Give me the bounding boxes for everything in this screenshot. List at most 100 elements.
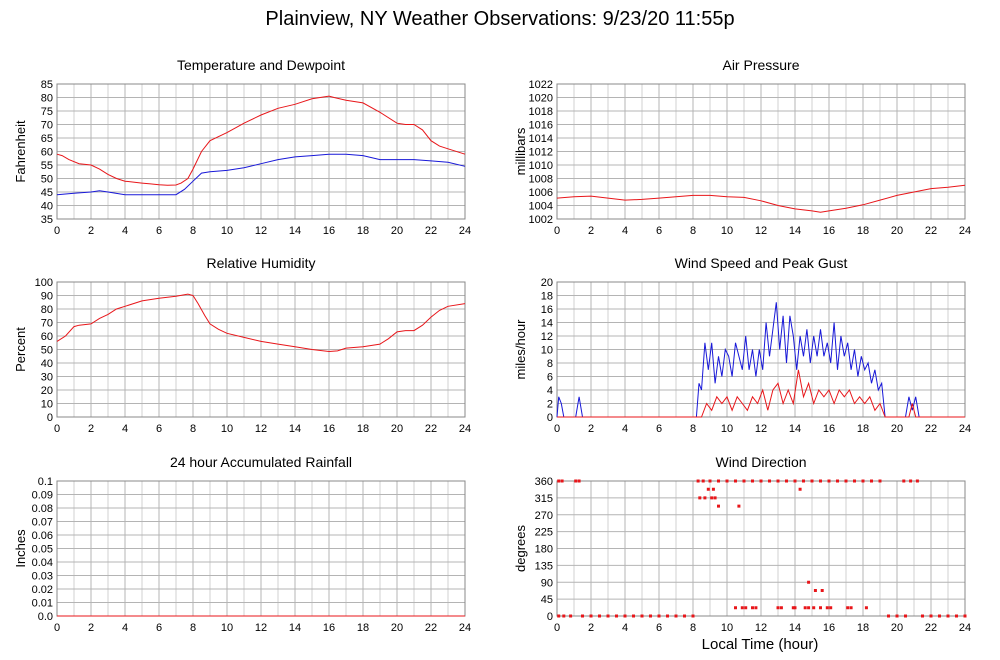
y-tick-label: 1014 — [529, 133, 553, 145]
data-point — [674, 614, 678, 618]
data-point — [864, 606, 868, 610]
x-tick-label: 16 — [823, 622, 835, 634]
y-tick-label: 10 — [541, 345, 553, 357]
y-tick-label: 40 — [41, 358, 53, 370]
x-tick-label: 18 — [357, 622, 369, 634]
x-tick-label: 18 — [357, 225, 369, 237]
y-tick-label: 70 — [41, 120, 53, 132]
x-tick-label: 12 — [755, 225, 767, 237]
y-tick-label: 0.01 — [32, 598, 53, 610]
data-point — [819, 606, 822, 610]
y-tick-label: 18 — [541, 291, 553, 303]
data-point — [791, 606, 795, 610]
data-point — [740, 606, 744, 610]
data-point — [606, 614, 610, 618]
x-tick-label: 12 — [255, 622, 267, 634]
y-tick-label: 70 — [41, 318, 53, 330]
data-point — [640, 614, 644, 618]
y-tick-label: 1004 — [529, 201, 553, 213]
x-tick-label: 4 — [122, 622, 128, 634]
y-tick-label: 1002 — [529, 214, 553, 226]
y-tick-label: 16 — [541, 304, 553, 316]
x-tick-label: 24 — [959, 423, 971, 435]
y-axis-label: degrees — [513, 525, 528, 572]
y-tick-label: 90 — [41, 291, 53, 303]
x-tick-label: 14 — [289, 423, 301, 435]
x-tick-label: 2 — [588, 622, 594, 634]
y-tick-label: 315 — [535, 493, 553, 505]
data-point — [829, 606, 833, 610]
x-tick-label: 0 — [554, 225, 560, 237]
data-point — [853, 479, 856, 483]
y-tick-label: 2 — [547, 399, 553, 411]
x-tick-label: 10 — [221, 622, 233, 634]
x-tick-label: 22 — [425, 225, 437, 237]
x-tick-label: 22 — [925, 622, 937, 634]
data-point — [963, 614, 967, 618]
x-tick-label: 6 — [656, 622, 662, 634]
data-point — [557, 479, 561, 483]
page-title: Plainview, NY Weather Observations: 9/23… — [265, 8, 735, 30]
data-point — [589, 614, 593, 618]
data-point — [825, 606, 829, 610]
x-tick-label: 16 — [323, 225, 335, 237]
x-tick-label: 24 — [459, 622, 471, 634]
y-tick-label: 60 — [41, 147, 53, 159]
x-tick-label: 0 — [54, 225, 60, 237]
data-point — [751, 606, 754, 610]
data-point — [710, 496, 714, 500]
data-point — [698, 496, 702, 500]
chart-title: 24 hour Accumulated Rainfall — [170, 454, 352, 470]
y-tick-label: 0.1 — [38, 476, 53, 488]
y-tick-label: 35 — [41, 214, 53, 226]
x-axis-caption: Local Time (hour) — [701, 636, 819, 653]
x-tick-label: 14 — [289, 622, 301, 634]
x-tick-label: 18 — [857, 225, 869, 237]
x-tick-label: 24 — [959, 225, 971, 237]
data-point — [691, 614, 695, 618]
x-tick-label: 12 — [755, 622, 767, 634]
x-tick-label: 8 — [190, 622, 196, 634]
x-tick-label: 6 — [156, 622, 162, 634]
data-point — [819, 479, 822, 483]
data-point — [706, 487, 710, 491]
y-tick-label: 20 — [41, 385, 53, 397]
data-point — [915, 479, 919, 483]
series-line-2 — [557, 369, 965, 418]
y-axis-label: Percent — [13, 327, 28, 372]
x-tick-label: 22 — [425, 622, 437, 634]
x-tick-label: 18 — [857, 423, 869, 435]
x-tick-label: 14 — [289, 225, 301, 237]
x-tick-label: 10 — [721, 225, 733, 237]
x-tick-label: 8 — [190, 225, 196, 237]
y-tick-label: 0 — [547, 611, 553, 623]
data-point — [768, 479, 771, 483]
data-point — [793, 606, 797, 610]
data-point — [666, 614, 669, 618]
data-point — [870, 479, 873, 483]
x-tick-label: 10 — [721, 423, 733, 435]
y-tick-label: 100 — [35, 277, 53, 289]
y-tick-label: 50 — [41, 345, 53, 357]
x-tick-label: 12 — [255, 225, 267, 237]
y-axis-label: Fahrenheit — [13, 120, 28, 183]
y-tick-label: 6 — [547, 372, 553, 384]
y-axis-label: millibars — [513, 127, 528, 175]
data-point — [598, 614, 601, 618]
y-tick-label: 55 — [41, 160, 53, 172]
data-point — [798, 487, 802, 491]
data-point — [717, 479, 720, 483]
x-tick-label: 6 — [656, 225, 662, 237]
data-point — [696, 479, 700, 483]
plot-frame — [56, 281, 466, 418]
series-line-1 — [56, 293, 466, 353]
y-tick-label: 30 — [41, 372, 53, 384]
y-tick-label: 14 — [541, 318, 553, 330]
x-tick-label: 20 — [391, 423, 403, 435]
y-tick-label: 0.05 — [32, 544, 53, 556]
